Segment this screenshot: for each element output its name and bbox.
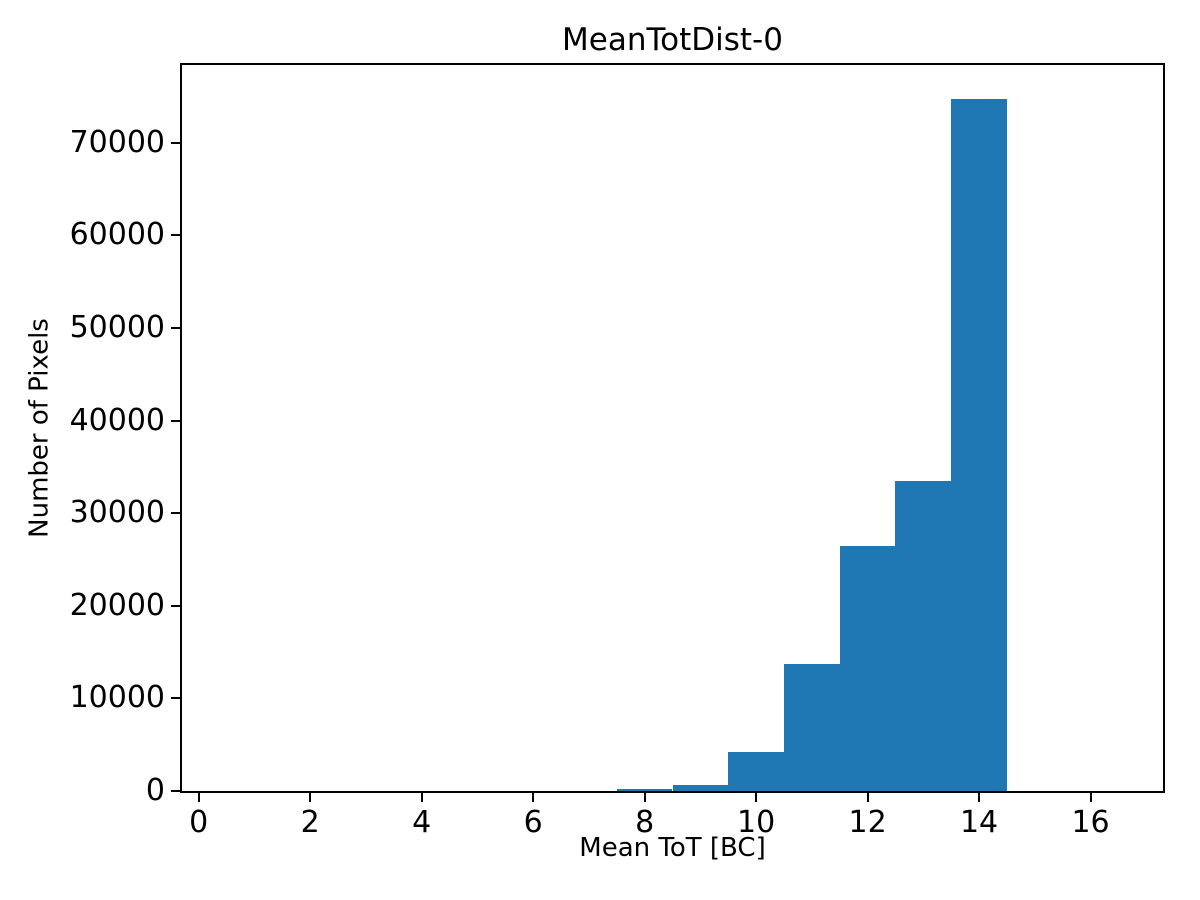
y-tick-label: 0 bbox=[145, 773, 165, 808]
x-tick-label: 4 bbox=[412, 805, 432, 840]
y-tick-label: 30000 bbox=[69, 495, 165, 531]
x-tick-label: 10 bbox=[737, 805, 776, 840]
x-tick-mark bbox=[197, 793, 200, 802]
y-tick-mark bbox=[171, 512, 180, 515]
histogram-bar bbox=[951, 99, 1007, 791]
x-tick-mark bbox=[309, 793, 312, 802]
histogram-bar bbox=[728, 752, 784, 791]
y-tick-label: 40000 bbox=[69, 402, 165, 438]
x-tick-mark bbox=[532, 793, 535, 802]
x-tick-mark bbox=[755, 793, 758, 802]
y-tick-label: 60000 bbox=[69, 217, 165, 253]
y-tick-label: 10000 bbox=[69, 680, 165, 716]
x-tick-label: 8 bbox=[635, 805, 655, 840]
x-tick-mark bbox=[866, 793, 869, 802]
y-tick-mark bbox=[171, 326, 180, 329]
histogram-bar bbox=[783, 664, 840, 791]
y-tick-label: 20000 bbox=[69, 587, 165, 623]
x-tick-mark bbox=[643, 793, 646, 802]
x-tick-label: 2 bbox=[300, 805, 320, 840]
x-tick-label: 6 bbox=[523, 805, 543, 840]
x-tick-label: 14 bbox=[959, 805, 999, 840]
x-tick-label: 12 bbox=[848, 805, 887, 840]
y-tick-mark bbox=[171, 697, 180, 700]
y-tick-label: 50000 bbox=[69, 309, 165, 345]
plot-area: 0 2 4 6 8 10 12 14 16 0 10000 20000 30000 40000 50000 6… bbox=[70, 65, 1163, 840]
y-tick-label: 70000 bbox=[69, 124, 165, 160]
histogram-bar bbox=[616, 789, 673, 791]
y-tick-mark bbox=[171, 604, 180, 607]
y-tick-mark bbox=[171, 141, 180, 144]
x-tick-label: 16 bbox=[1071, 805, 1110, 840]
x-axis-label: Mean ToT [BC] bbox=[579, 833, 766, 863]
y-tick-mark bbox=[171, 790, 180, 792]
y-tick-mark bbox=[171, 234, 180, 237]
y-tick-mark bbox=[171, 419, 180, 422]
x-tick-mark bbox=[978, 793, 981, 802]
x-tick-label: 0 bbox=[189, 805, 209, 840]
x-tick-mark bbox=[1089, 793, 1092, 802]
x-tick-mark bbox=[420, 793, 423, 802]
chart-title: MeanTotDist-0 bbox=[562, 22, 783, 58]
histogram-bar bbox=[672, 784, 729, 791]
y-axis-label: Number of Pixels bbox=[24, 318, 55, 538]
histogram-bar bbox=[839, 545, 896, 791]
histogram-bar bbox=[895, 480, 952, 791]
